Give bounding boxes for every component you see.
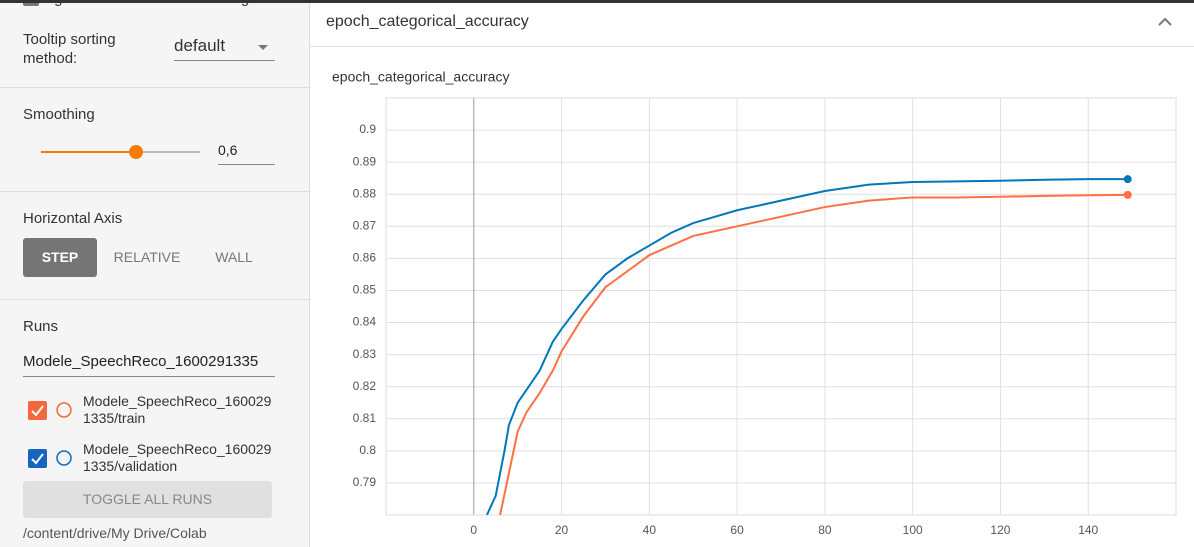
section-title: Runs [23,318,59,335]
y-tick-label: 0.84 [353,315,377,329]
line [499,193,1128,515]
y-tick-label: 0.79 [353,475,377,489]
y-tick-label: 0.82 [353,379,377,393]
chart-title: epoch_categorical_accuracy [332,69,509,85]
run-checkbox[interactable] [28,401,47,420]
axis-button[interactable]: WALL [215,249,253,265]
main-panel: epoch_categorical_accuracy epoch_categor… [310,3,1194,547]
separator [0,87,309,88]
smoothing-input[interactable]: 0,6 [218,142,275,165]
x-tick-label: 140 [1078,523,1098,537]
separator [310,46,1194,47]
separator [0,299,309,300]
section-title: Horizontal Axis [23,210,123,227]
x-tick-label: 20 [555,523,569,537]
collapse-icon[interactable] [1157,16,1173,28]
x-tick-label: 0 [470,523,477,537]
run-name: Modele_SpeechReco_1600291335/train [83,393,272,426]
x-tick-label: 120 [990,523,1010,537]
line [486,178,1128,515]
y-tick-label: 0.87 [353,218,377,232]
log-dir: /content/drive/My Drive/Colab [23,525,207,541]
option-label: Ignore outliers in chart scaling [50,3,249,7]
x-tick-label: 40 [643,523,657,537]
axis-button[interactable]: RELATIVE [113,249,181,265]
axis-button[interactable]: STEP [23,238,97,277]
y-tick-label: 0.83 [353,347,377,361]
separator [0,191,309,192]
y-tick-label: 0.9 [359,122,376,136]
run-filter[interactable]: Modele_SpeechReco_1600291335 [23,353,275,377]
dropdown[interactable]: default [174,36,275,61]
run-color[interactable] [55,401,74,420]
sidebar: Ignore outliers in chart scaling Tooltip… [0,3,310,547]
dropdown-arrow [258,45,268,50]
top-bar [0,0,1194,3]
toggle-button[interactable]: TOGGLE ALL RUNS [23,481,272,518]
card-header: epoch_categorical_accuracy [326,13,529,30]
y-tick-label: 0.88 [353,186,377,200]
section-title: Smoothing [23,106,95,123]
run-color[interactable] [55,449,74,468]
slider[interactable] [35,142,210,162]
option-label: Tooltip sorting method: [23,31,116,67]
dropdown-value: default [174,36,226,55]
y-tick-label: 0.81 [353,411,377,425]
x-tick-label: 60 [730,523,744,537]
y-tick-label: 0.89 [353,154,377,168]
x-tick-label: 80 [818,523,832,537]
plot-frame [385,97,1177,516]
checkbox[interactable] [23,3,39,6]
y-tick-label: 0.86 [353,251,377,265]
end-point [1123,175,1132,184]
y-tick-label: 0.8 [359,443,376,457]
run-checkbox[interactable] [28,449,47,468]
chart: epoch_categorical_accuracy 0.79 0.8 0.81 0.… [332,69,1177,537]
y-tick-label: 0.85 [353,283,377,297]
x-tick-label: 100 [903,523,923,537]
run-name: Modele_SpeechReco_1600291335/validation [83,441,272,474]
end-point [1123,190,1132,199]
